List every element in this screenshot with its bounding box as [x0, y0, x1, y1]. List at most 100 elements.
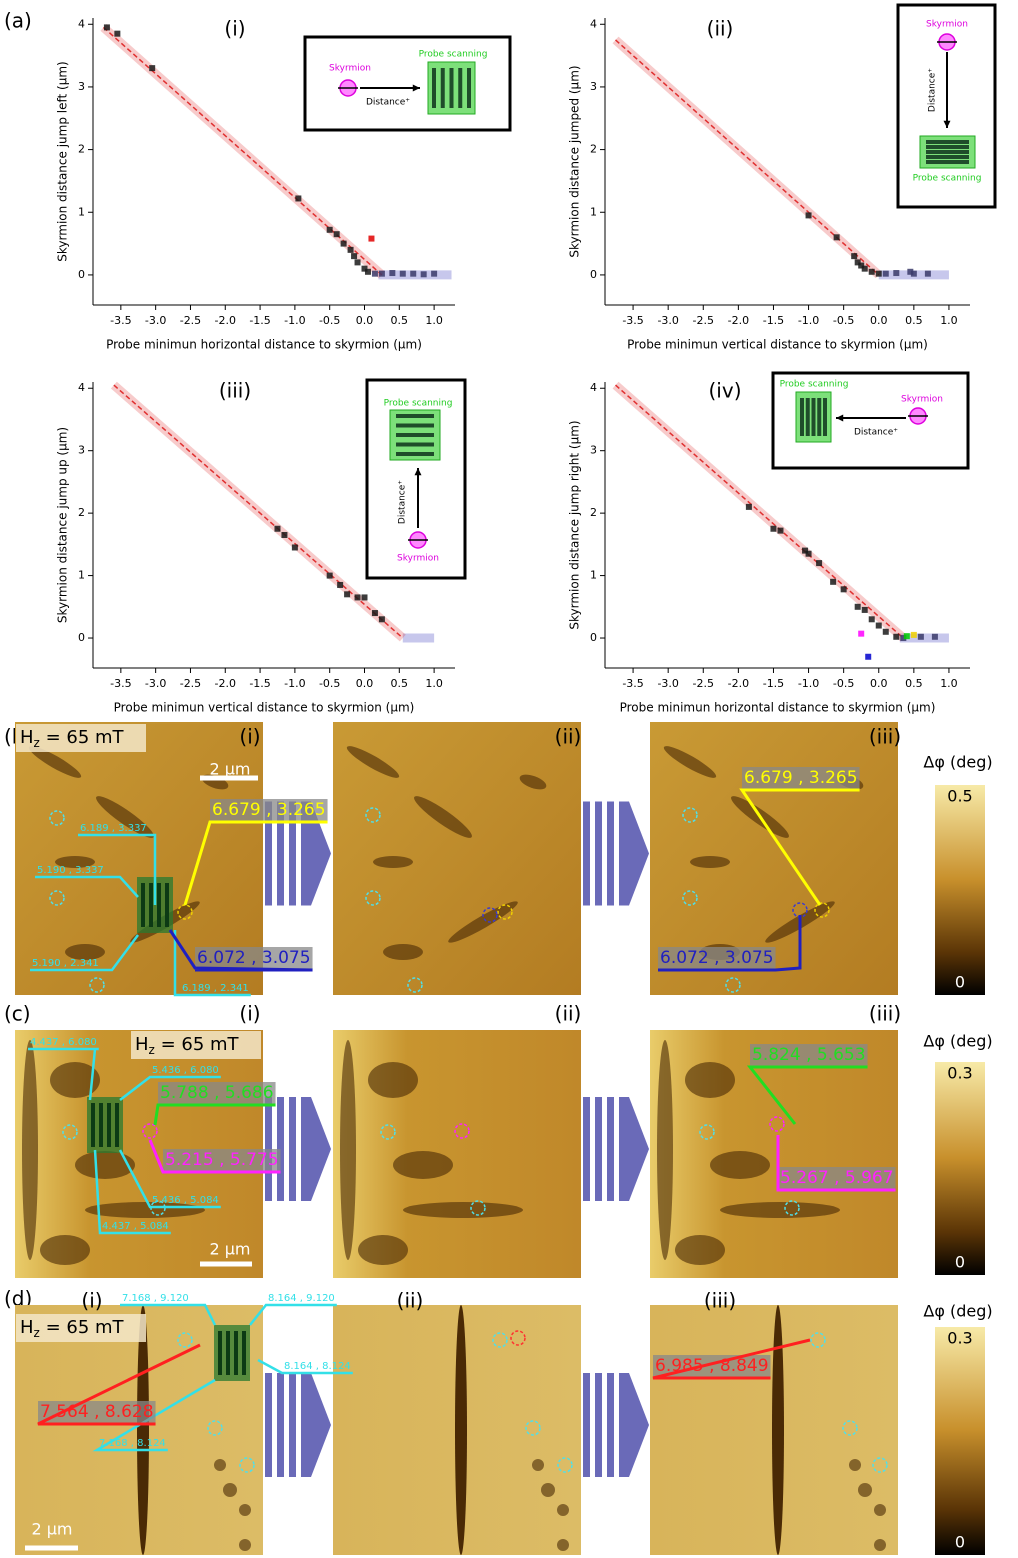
- figure: (a)(b)(c)(d)-3.5-3.0-2.5-2.0-1.5-1.0-0.5…: [0, 0, 1018, 1558]
- y-tick-label: 4: [590, 17, 597, 30]
- x-tick-label: -1.0: [798, 677, 819, 690]
- coordinate-label: 5.190 , 3.337: [37, 865, 104, 876]
- colorbar-min: 0: [955, 1253, 965, 1272]
- data-point: [865, 654, 871, 660]
- domain: [223, 1483, 237, 1497]
- data-point: [365, 269, 371, 275]
- data-point: [379, 616, 385, 622]
- subpanel-label: (iii): [704, 1289, 736, 1313]
- data-point: [806, 212, 812, 218]
- data-point: [348, 247, 354, 253]
- data-point: [876, 271, 882, 277]
- data-point: [410, 271, 416, 277]
- data-point: [389, 270, 395, 276]
- domain: [874, 1504, 886, 1516]
- y-tick-label: 1: [78, 569, 85, 582]
- data-point: [806, 551, 812, 557]
- x-tick-label: 0.5: [391, 314, 409, 327]
- inset-probe-label: Probe scanning: [913, 174, 982, 184]
- domain: [690, 856, 730, 868]
- data-point: [149, 65, 155, 71]
- x-tick-label: -3.0: [145, 677, 166, 690]
- data-point: [816, 560, 822, 566]
- x-tick-label: -0.5: [833, 314, 854, 327]
- coordinate-label: 8.164 , 9.120: [268, 1293, 335, 1304]
- y-tick-label: 1: [590, 205, 597, 218]
- y-axis-label: Skyrmion distance jump right (μm): [568, 420, 582, 629]
- x-tick-label: 1.0: [425, 677, 443, 690]
- chart-title: (iv): [709, 379, 742, 403]
- transition-arrow: [619, 802, 649, 906]
- x-tick-label: -0.5: [319, 314, 340, 327]
- transition-bar: [607, 802, 614, 906]
- data-point: [362, 594, 368, 600]
- colorbar: [935, 785, 985, 995]
- data-point: [327, 227, 333, 233]
- coordinate-label: 5.436 , 6.080: [152, 1065, 219, 1076]
- inset-skyrmion-label: Skyrmion: [329, 64, 371, 74]
- coordinate-label: 6.189 , 2.341: [182, 983, 249, 994]
- data-point: [337, 582, 343, 588]
- domain: [358, 1235, 408, 1265]
- data-point: [355, 594, 361, 600]
- coordinate-label: 6.679 , 3.265: [744, 768, 858, 788]
- inset-probe-label: Probe scanning: [419, 50, 488, 60]
- colorbar-max: 0.3: [947, 1329, 972, 1348]
- field-value: = 65 mT: [155, 1034, 240, 1055]
- x-tick-label: 1.0: [425, 314, 443, 327]
- domain: [849, 1459, 861, 1471]
- x-tick-label: -2.5: [693, 677, 714, 690]
- domain: [675, 1235, 725, 1265]
- x-tick-label: -3.0: [657, 677, 678, 690]
- domain: [685, 1062, 735, 1098]
- data-point: [341, 241, 347, 247]
- leader-line: [250, 1305, 337, 1325]
- data-point: [372, 610, 378, 616]
- coordinate-label: 6.189 , 3.337: [80, 823, 147, 834]
- transition-bar: [289, 1373, 296, 1477]
- data-point: [869, 269, 875, 275]
- data-point: [777, 528, 783, 534]
- inset-skyrmion-label: Skyrmion: [901, 395, 943, 405]
- domain: [239, 1504, 251, 1516]
- domain: [874, 1539, 886, 1551]
- transition-arrow: [301, 1097, 331, 1201]
- y-tick-label: 4: [78, 17, 85, 30]
- colorbar-max: 0.3: [947, 1064, 972, 1083]
- subpanel-label: (ii): [555, 725, 582, 749]
- data-point: [400, 271, 406, 277]
- data-point: [344, 591, 350, 597]
- data-point: [114, 31, 120, 37]
- y-tick-label: 2: [78, 143, 85, 156]
- inset-skyrmion-label: Skyrmion: [397, 554, 439, 564]
- x-tick-label: 0.0: [870, 314, 888, 327]
- inset-distance-label: Distance⁺: [366, 98, 410, 108]
- coordinate-label: 4.437 , 6.080: [30, 1037, 97, 1048]
- colorbar: [935, 1062, 985, 1275]
- data-point: [883, 629, 889, 635]
- data-point: [841, 586, 847, 592]
- field-symbol: H: [20, 727, 34, 748]
- chart-title: (iii): [219, 379, 251, 403]
- data-point: [274, 526, 280, 532]
- field-value: = 65 mT: [40, 1317, 125, 1338]
- scale-label: 2 μm: [209, 1240, 250, 1259]
- domain: [657, 1040, 673, 1260]
- colorbar-title: Δφ (deg): [923, 1032, 992, 1051]
- data-point: [351, 253, 357, 259]
- x-tick-label: 1.0: [940, 314, 958, 327]
- x-tick-label: -1.5: [249, 677, 270, 690]
- field-value: = 65 mT: [40, 727, 125, 748]
- panel-letter: (c): [4, 1002, 31, 1026]
- domain: [532, 1459, 544, 1471]
- x-tick-label: -3.5: [622, 314, 643, 327]
- x-tick-label: -3.5: [110, 314, 131, 327]
- transition-arrow: [301, 1373, 331, 1477]
- colorbar-min: 0: [955, 973, 965, 992]
- domain: [557, 1539, 569, 1551]
- subpanel-label: (i): [81, 1289, 102, 1313]
- domain: [393, 1151, 453, 1179]
- scan-path: [926, 142, 969, 162]
- inset-probe-label: Probe scanning: [384, 399, 453, 409]
- y-axis-label: Skyrmion distance jumped (μm): [568, 65, 582, 257]
